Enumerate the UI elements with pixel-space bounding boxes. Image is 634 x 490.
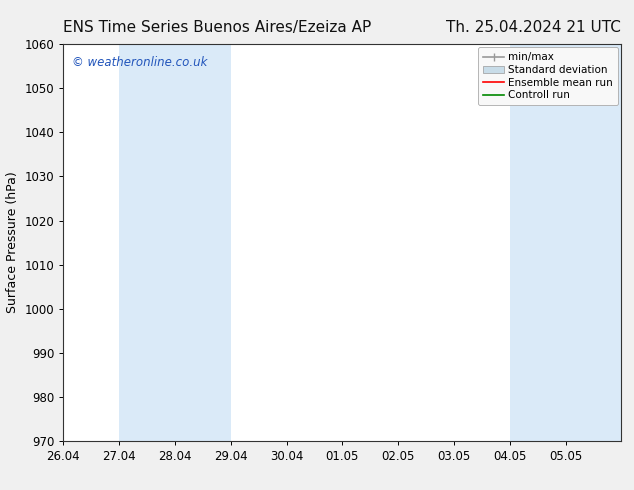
Legend: min/max, Standard deviation, Ensemble mean run, Controll run: min/max, Standard deviation, Ensemble me… [478,47,618,105]
Y-axis label: Surface Pressure (hPa): Surface Pressure (hPa) [6,172,19,314]
Bar [119,44,231,441]
Text: ENS Time Series Buenos Aires/Ezeiza AP: ENS Time Series Buenos Aires/Ezeiza AP [63,20,372,35]
Bar [510,44,621,441]
Text: Th. 25.04.2024 21 UTC: Th. 25.04.2024 21 UTC [446,20,621,35]
Text: © weatheronline.co.uk: © weatheronline.co.uk [72,56,207,69]
